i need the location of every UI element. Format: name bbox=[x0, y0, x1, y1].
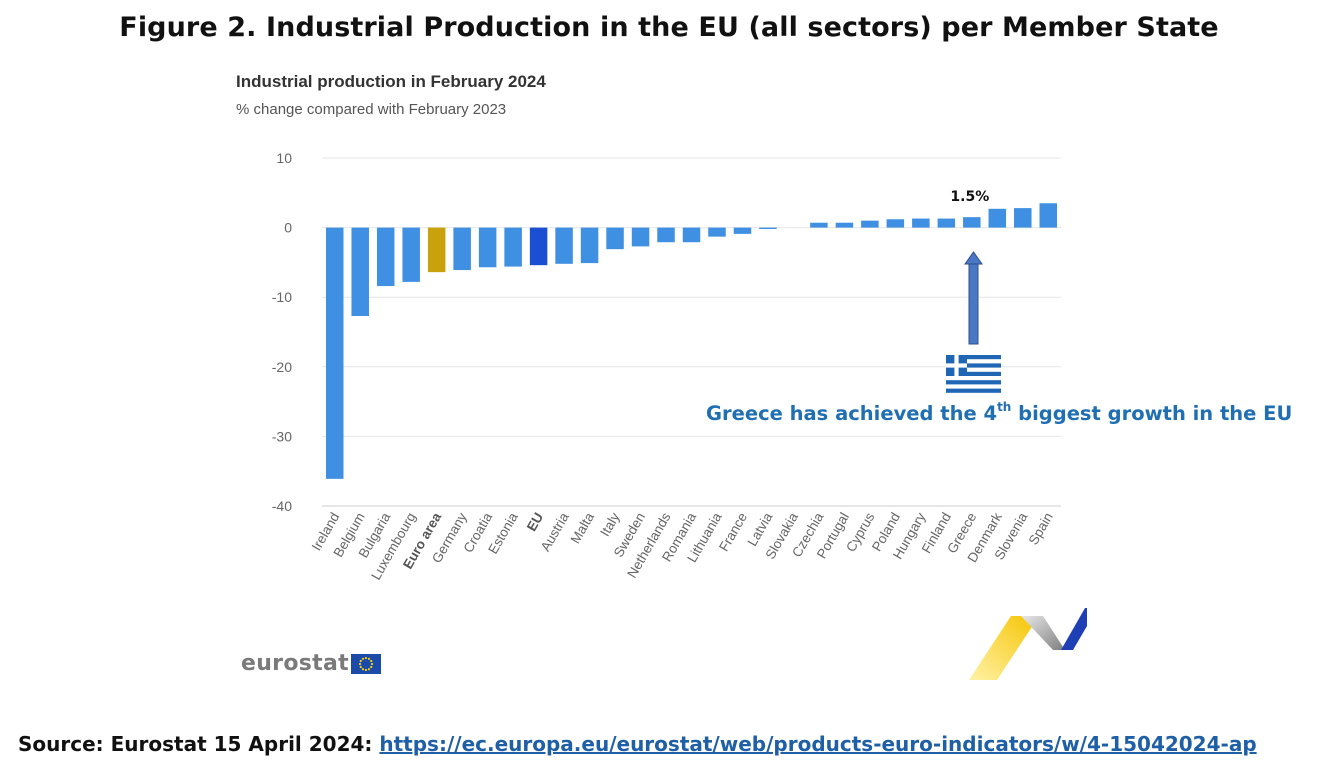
bar-france bbox=[733, 227, 752, 234]
eu-flag-icon bbox=[350, 653, 381, 674]
bar-finland bbox=[937, 218, 956, 228]
bar-austria bbox=[555, 227, 573, 264]
y-tick-label: -40 bbox=[272, 498, 292, 514]
bar-eu bbox=[529, 227, 548, 266]
chart-title: Industrial production in February 2024 bbox=[236, 72, 546, 91]
y-tick-label: -20 bbox=[272, 359, 292, 375]
data-label-greece: 1.5% bbox=[950, 189, 989, 205]
bar-euro-area bbox=[427, 227, 446, 273]
greece-annotation: Greece has achieved the 4th biggest grow… bbox=[706, 400, 1293, 425]
source-link[interactable]: https://ec.europa.eu/eurostat/web/produc… bbox=[379, 732, 1257, 756]
bar-latvia bbox=[759, 227, 777, 229]
bar-croatia bbox=[478, 227, 497, 268]
bar-poland bbox=[886, 219, 905, 228]
bar-malta bbox=[580, 227, 599, 264]
x-tick-label: Italy bbox=[597, 510, 622, 539]
eurostat-logo-text: eurostat bbox=[241, 651, 349, 676]
source-line: Source: Eurostat 15 April 2024: https://… bbox=[18, 732, 1257, 756]
x-tick-label: EU bbox=[524, 510, 546, 534]
bar-slovenia bbox=[1014, 208, 1032, 228]
annotation-superscript: th bbox=[997, 400, 1012, 414]
figure-title: Figure 2. Industrial Production in the E… bbox=[119, 12, 1219, 43]
x-tick-label: Malta bbox=[568, 510, 598, 547]
eurostat-logo: eurostat bbox=[241, 651, 381, 676]
bar-greece bbox=[963, 217, 981, 228]
decorative-logo bbox=[969, 608, 1087, 680]
y-tick-label: -10 bbox=[272, 289, 292, 305]
chart-subtitle: % change compared with February 2023 bbox=[236, 101, 507, 118]
bar-belgium bbox=[351, 227, 369, 316]
bar-cyprus bbox=[861, 220, 879, 228]
y-tick-label: -30 bbox=[272, 428, 292, 444]
bar-romania bbox=[682, 227, 701, 243]
greece-flag-icon bbox=[946, 355, 1001, 393]
bar-spain bbox=[1039, 203, 1058, 228]
y-axis-ticks: 10 0 -10 -20 -30 -40 bbox=[272, 150, 292, 514]
bar-netherlands bbox=[657, 227, 675, 243]
bar-luxembourg bbox=[402, 227, 420, 282]
bar-ireland bbox=[325, 227, 344, 479]
x-tick-label: Spain bbox=[1026, 510, 1056, 547]
y-tick-label: 0 bbox=[284, 220, 292, 236]
annotation-text-before: Greece has achieved the 4 bbox=[706, 402, 998, 425]
bar-sweden bbox=[631, 227, 650, 247]
y-tick-label: 10 bbox=[276, 150, 292, 166]
source-label: Source: Eurostat 15 April 2024: bbox=[18, 732, 373, 756]
annotation-text-after: biggest growth in the EU bbox=[1011, 402, 1293, 425]
bar-italy bbox=[606, 227, 624, 250]
bar-portugal bbox=[835, 222, 854, 228]
bar-czechia bbox=[810, 222, 828, 228]
bar-lithuania bbox=[708, 227, 726, 237]
bar-estonia bbox=[504, 227, 522, 267]
bar-denmark bbox=[988, 208, 1007, 228]
greece-arrow-icon bbox=[964, 251, 983, 345]
bar-germany bbox=[453, 227, 471, 271]
bars bbox=[325, 203, 1058, 479]
gridlines bbox=[322, 157, 1061, 507]
bar-hungary bbox=[912, 218, 930, 228]
bar-bulgaria bbox=[376, 227, 395, 287]
data-labels: 1.5% bbox=[950, 189, 989, 205]
